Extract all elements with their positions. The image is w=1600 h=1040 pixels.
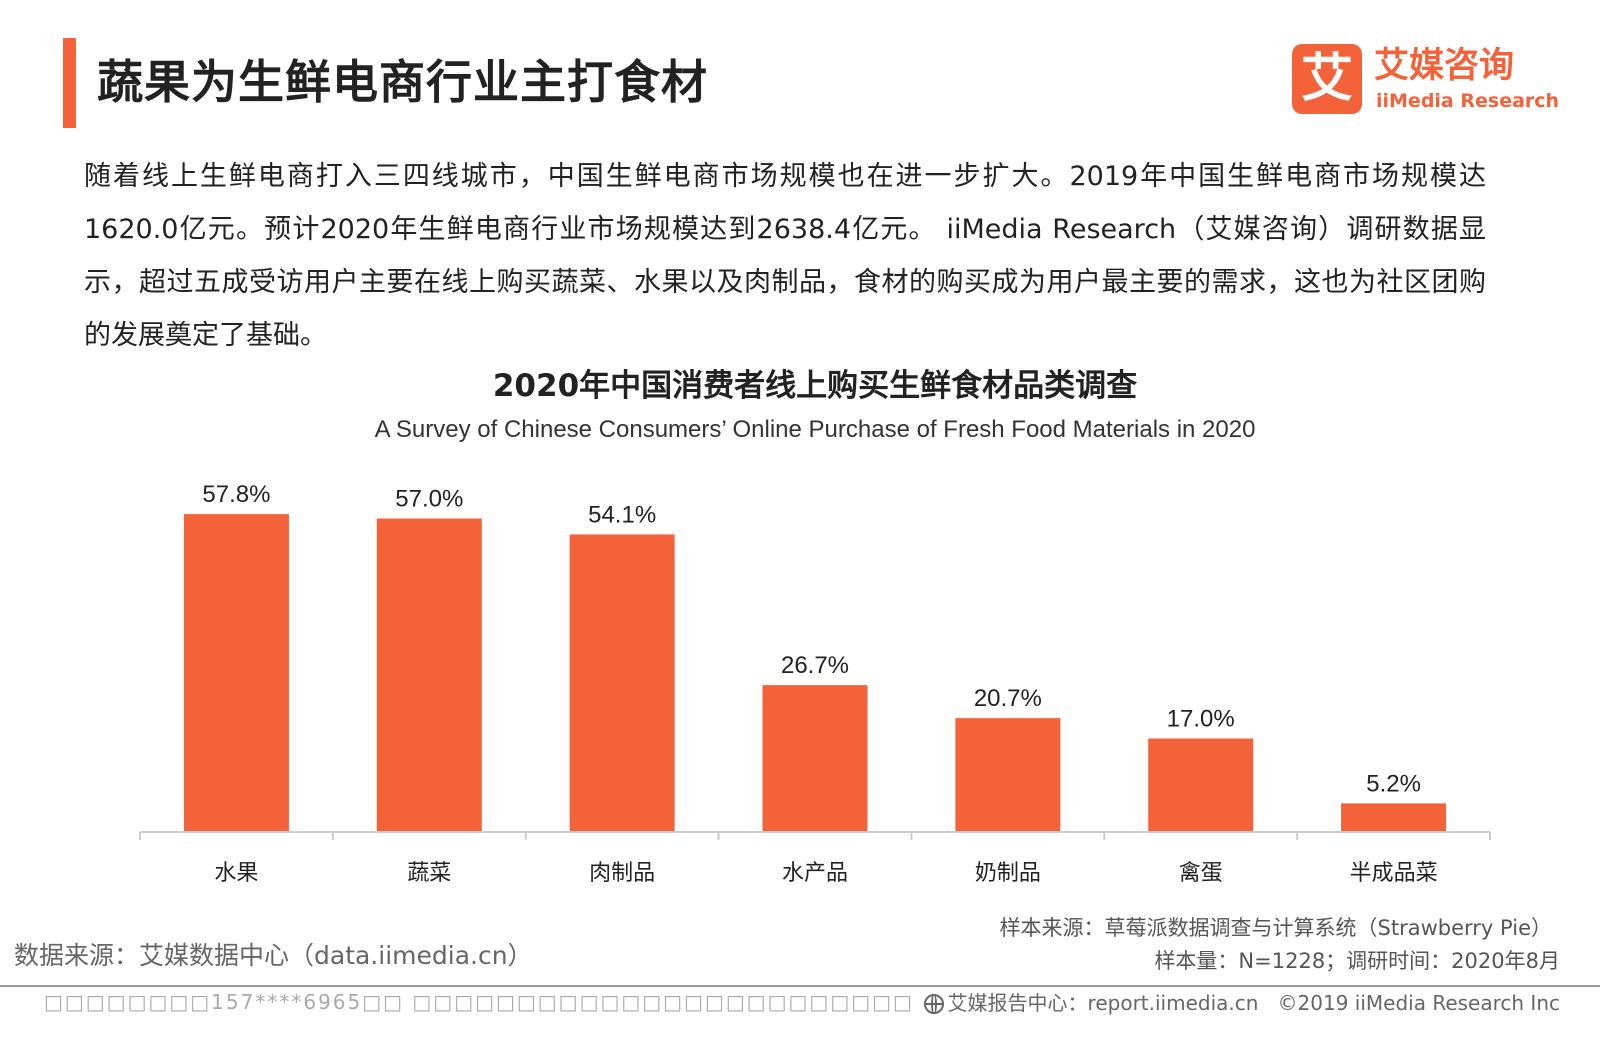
category-label: 水果 <box>214 861 258 886</box>
bar <box>1148 738 1254 832</box>
watermark-text: □□□□□□□□157****6965□□ □□□□□□□□□□□□□□□□□□… <box>44 990 914 1014</box>
bar <box>376 518 482 832</box>
bars-group: 57.8% 57.0% 54.1% 26.7% 20.7% 17.0% 5.2% <box>183 481 1447 832</box>
category-label: 水产品 <box>782 861 848 886</box>
bar <box>569 534 675 832</box>
bar <box>183 514 289 832</box>
logo-icon: 艾 <box>1292 44 1362 114</box>
bar <box>1341 803 1447 832</box>
globe-icon <box>923 994 944 1014</box>
chart-subtitle: A Survey of Chinese Consumers’ Online Pu… <box>374 416 1256 443</box>
chart-title: 2020年中国消费者线上购买生鲜食材品类调查 <box>492 368 1138 404</box>
x-axis: 水果 蔬菜 肉制品 水产品 奶制品 禽蛋 半成品菜 <box>139 831 1491 886</box>
data-label: 57.8% <box>202 481 270 508</box>
bar <box>955 718 1061 832</box>
intro-paragraph: 随着线上生鲜电商打入三四线城市，中国生鲜电商市场规模也在进一步扩大。2019年中… <box>84 161 1486 351</box>
data-source: 数据来源：艾媒数据中心（data.iimedia.cn） <box>14 941 533 970</box>
data-label: 57.0% <box>395 486 463 513</box>
bar-chart: 57.8% 57.0% 54.1% 26.7% 20.7% 17.0% 5.2% 水果 蔬菜 肉… <box>139 481 1491 886</box>
category-label: 禽蛋 <box>1179 861 1223 886</box>
page-title: 蔬果为生鲜电商行业主打食材 <box>97 55 708 109</box>
bar <box>762 685 868 832</box>
title-accent-bar <box>63 38 76 128</box>
logo-en-text: iiMedia Research <box>1376 90 1560 112</box>
footer-divider <box>0 985 1600 987</box>
data-label: 5.2% <box>1366 770 1421 797</box>
footer-credits: 艾媒报告中心：report.iimedia.cn ©2019 iiMedia R… <box>923 987 1560 1016</box>
data-label: 54.1% <box>588 501 656 528</box>
category-label: 半成品菜 <box>1350 861 1438 886</box>
data-label: 26.7% <box>781 652 849 679</box>
category-label: 奶制品 <box>975 861 1041 886</box>
data-label: 17.0% <box>1167 706 1235 733</box>
category-label: 蔬菜 <box>407 861 451 886</box>
sample-source: 样本来源：草莓派数据调查与计算系统（Strawberry Pie） <box>999 916 1552 940</box>
brand-logo: 艾 艾媒咨询 iiMedia Research <box>1292 44 1562 118</box>
data-label: 20.7% <box>974 685 1042 712</box>
copyright: ©2019 iiMedia Research Inc <box>1277 991 1560 1015</box>
logo-cn-text: 艾媒咨询 <box>1374 46 1515 86</box>
category-label: 肉制品 <box>589 861 655 886</box>
sample-size: 样本量：N=1228；调研时间：2020年8月 <box>1154 949 1560 973</box>
report-center-link[interactable]: 艾媒报告中心：report.iimedia.cn <box>947 991 1259 1015</box>
